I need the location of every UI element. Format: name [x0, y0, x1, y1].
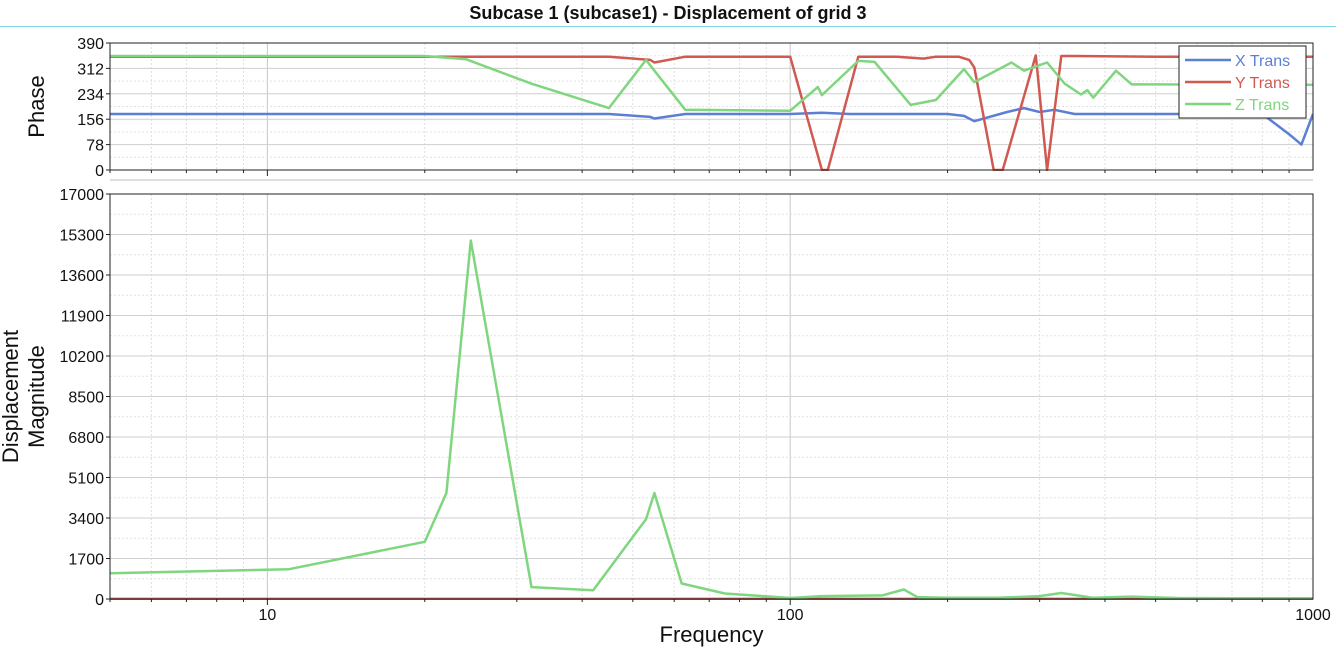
legend-label-z-trans: Z Trans	[1235, 97, 1289, 114]
series-line-x-trans	[110, 106, 1313, 146]
y-tick-label: 0	[95, 592, 104, 609]
plot-frame	[109, 42, 1314, 171]
series-line-z-trans	[110, 239, 1313, 600]
series-line-y-trans	[110, 54, 1313, 171]
y-tick-label: 390	[77, 36, 104, 53]
y-tick-label: 13600	[60, 268, 105, 285]
y-tick-label: 312	[77, 61, 104, 78]
y-tick-label: 234	[77, 87, 104, 104]
legend-label-x-trans: X Trans	[1235, 53, 1290, 70]
y-tick-label: 0	[95, 163, 104, 180]
series-line-z-trans	[110, 54, 1313, 112]
magnitude-panel: 0 1700 3400 5100 6800 8500 10200 11900 13600 1530…	[0, 187, 1331, 647]
y-tick-label: 8500	[68, 390, 104, 407]
phase-panel: 0 78 156 234 312 390 Phase	[24, 36, 1314, 180]
x-tick-label: 1000	[1295, 607, 1331, 624]
y-tick-label: 17000	[60, 187, 105, 204]
chart-title: Subcase 1 (subcase1) - Displacement of g…	[0, 0, 1336, 27]
x-axis-title: Frequency	[660, 622, 764, 647]
legend-label-y-trans: Y Trans	[1235, 75, 1290, 92]
x-tick-label: 10	[258, 607, 276, 624]
y-tick-label: 5100	[68, 471, 104, 488]
y-tick-label: 78	[86, 138, 104, 155]
y-axis-title-magnitude-line2: Magnitude	[24, 345, 49, 448]
x-tick-label: 100	[777, 607, 804, 624]
y-axis-title-phase: Phase	[24, 75, 49, 137]
y-tick-label: 6800	[68, 430, 104, 447]
y-tick-label: 156	[77, 112, 104, 129]
y-tick-label: 1700	[68, 552, 104, 569]
legend: X Trans Y Trans Z Trans	[1178, 45, 1307, 119]
y-axis-title-magnitude-line1: Displacement	[0, 330, 23, 463]
y-tick-label: 3400	[68, 511, 104, 528]
y-tick-label: 15300	[60, 228, 105, 245]
y-tick-label: 11900	[61, 309, 104, 326]
y-tick-label: 10200	[60, 349, 105, 366]
